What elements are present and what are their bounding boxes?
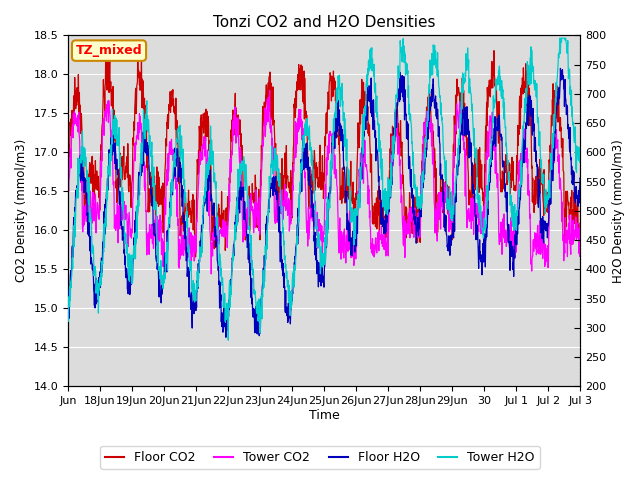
Text: TZ_mixed: TZ_mixed [76, 44, 142, 57]
X-axis label: Time: Time [309, 409, 340, 422]
Title: Tonzi CO2 and H2O Densities: Tonzi CO2 and H2O Densities [213, 15, 435, 30]
Y-axis label: H2O Density (mmol/m3): H2O Density (mmol/m3) [612, 139, 625, 283]
Y-axis label: CO2 Density (mmol/m3): CO2 Density (mmol/m3) [15, 139, 28, 282]
Legend: Floor CO2, Tower CO2, Floor H2O, Tower H2O: Floor CO2, Tower CO2, Floor H2O, Tower H… [100, 446, 540, 469]
